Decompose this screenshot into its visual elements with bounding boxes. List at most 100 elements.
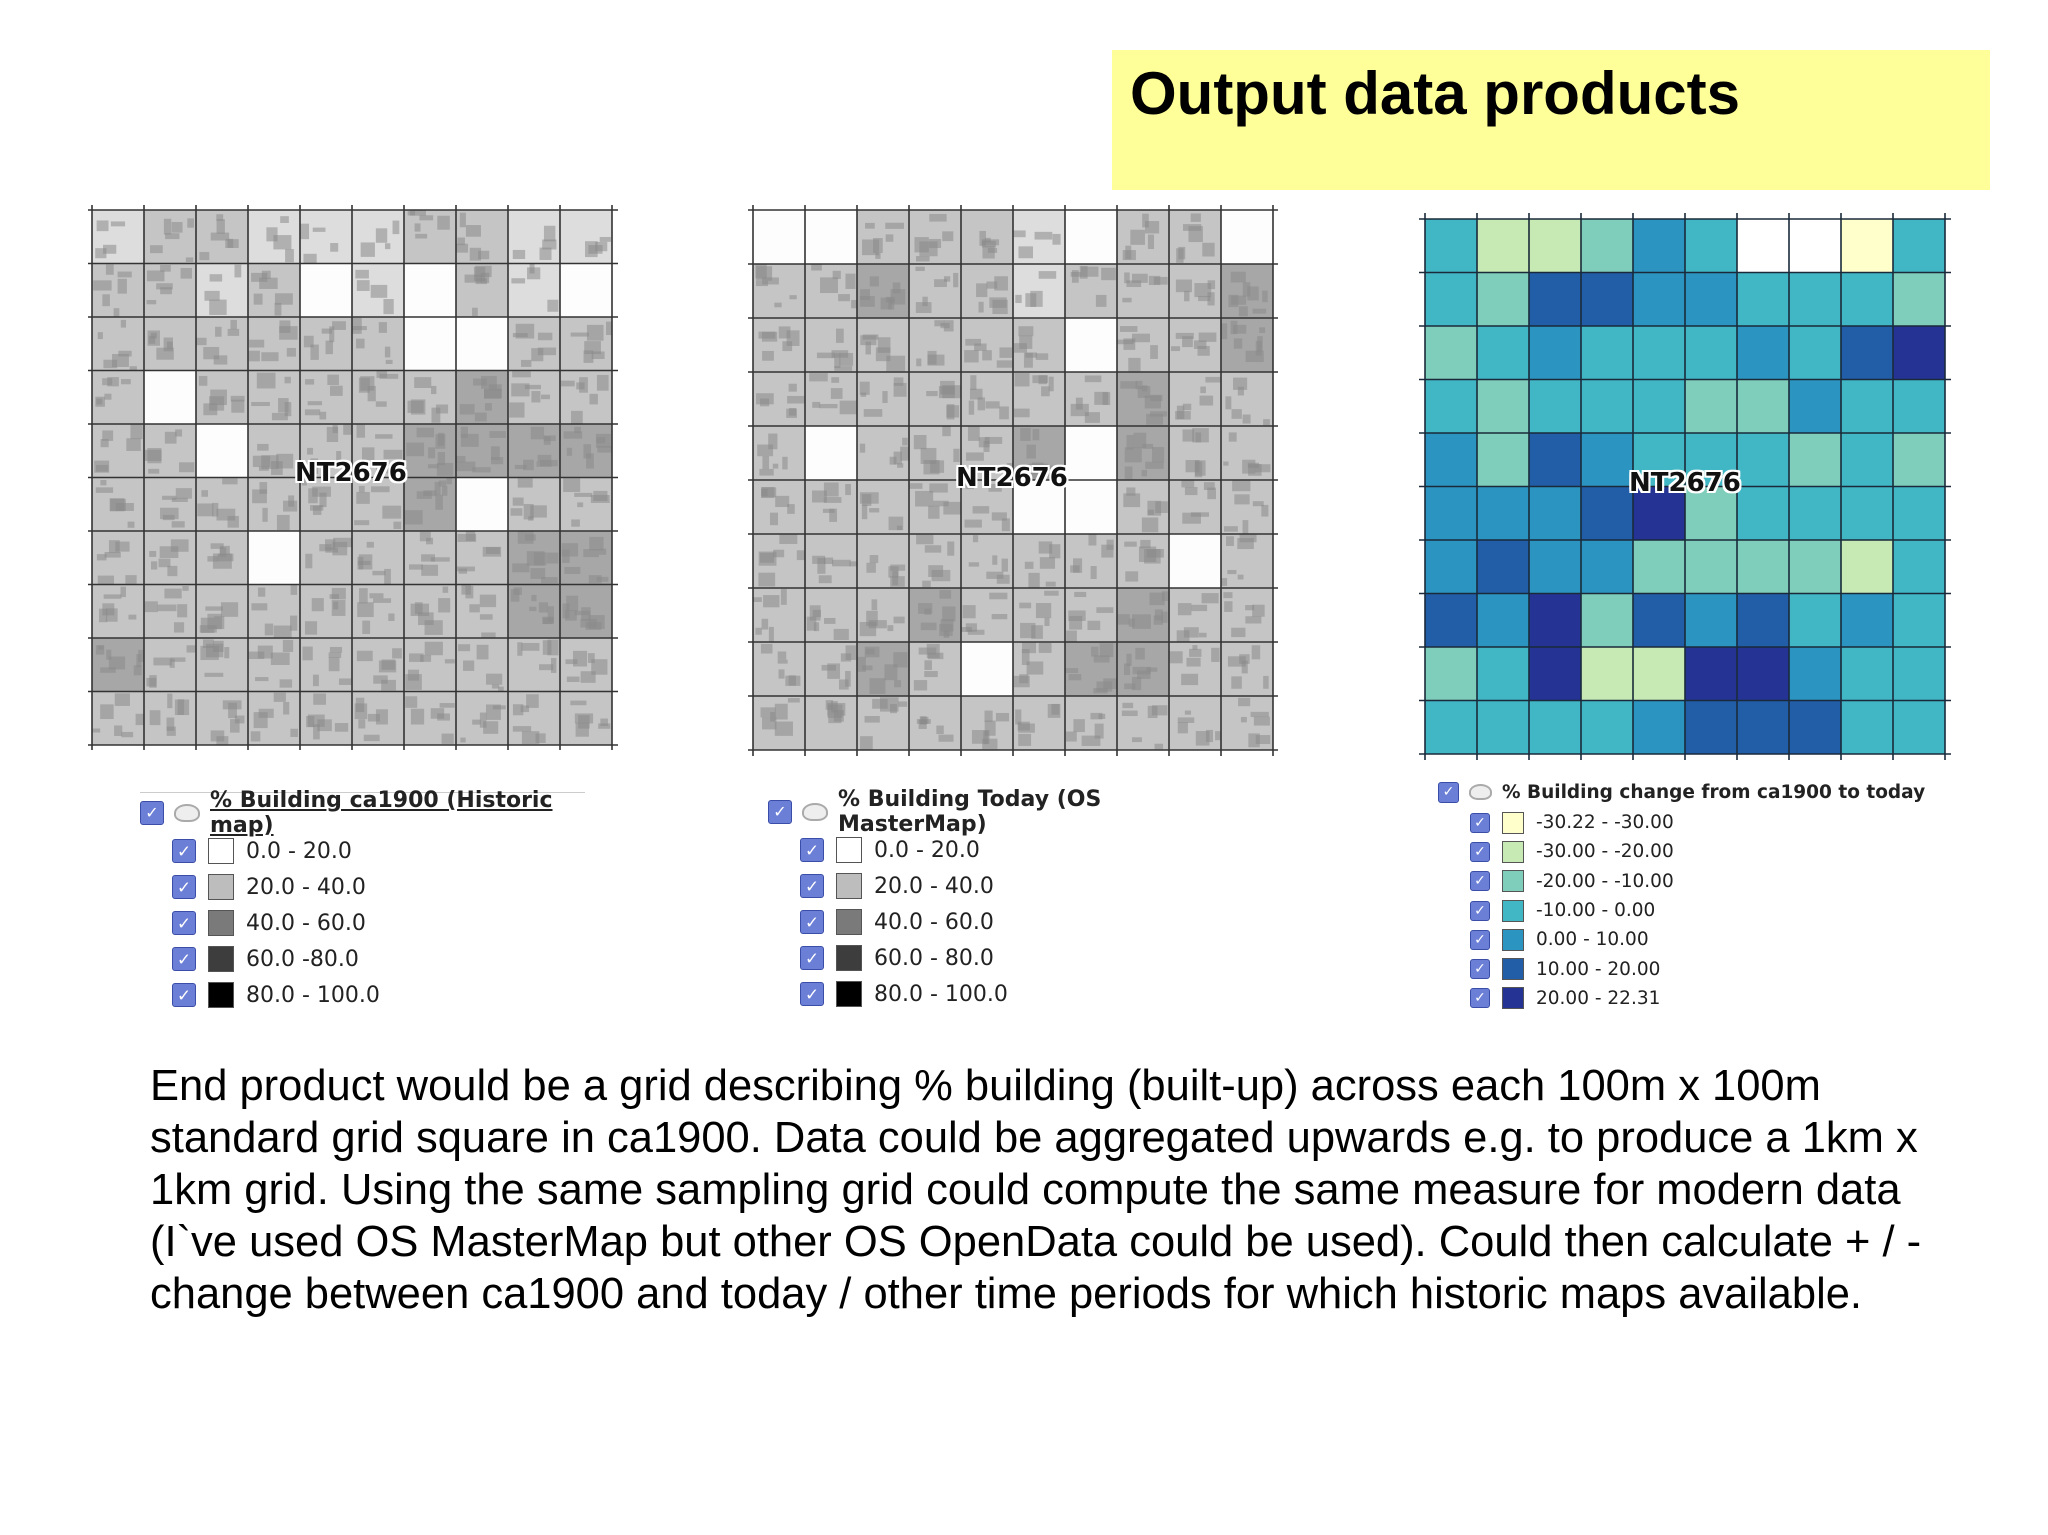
building-footprint <box>1242 282 1251 297</box>
building-footprint <box>334 723 349 732</box>
layer-visibility-icon[interactable] <box>802 803 828 821</box>
building-footprint <box>1093 655 1110 663</box>
building-footprint <box>1147 509 1154 515</box>
class-checkbox[interactable]: ✓ <box>800 982 824 1006</box>
building-footprint <box>869 276 879 287</box>
building-footprint <box>384 568 391 584</box>
building-footprint <box>1031 462 1044 470</box>
building-footprint <box>479 712 487 728</box>
building-footprint <box>596 576 609 582</box>
building-footprint <box>1103 678 1117 690</box>
building-footprint <box>1233 324 1247 334</box>
class-checkbox[interactable]: ✓ <box>172 947 196 971</box>
class-checkbox[interactable]: ✓ <box>172 839 196 863</box>
building-footprint <box>251 272 268 282</box>
building-footprint <box>375 401 387 407</box>
building-footprint <box>989 592 1008 600</box>
class-checkbox[interactable]: ✓ <box>800 910 824 934</box>
grid-cell <box>1477 593 1529 647</box>
building-footprint <box>332 321 346 330</box>
building-footprint <box>859 296 875 307</box>
building-footprint <box>1184 710 1192 715</box>
building-footprint <box>472 307 478 316</box>
class-checkbox[interactable]: ✓ <box>172 983 196 1007</box>
building-footprint <box>360 242 375 257</box>
legend-item: ✓ -20.00 - -10.00 <box>1438 867 1958 896</box>
building-footprint <box>352 317 362 334</box>
class-checkbox[interactable]: ✓ <box>1470 871 1490 892</box>
building-footprint <box>1124 466 1133 480</box>
building-footprint <box>889 456 897 465</box>
building-footprint <box>1203 482 1215 491</box>
class-checkbox[interactable]: ✓ <box>800 838 824 862</box>
grid-cell <box>1477 433 1529 487</box>
building-footprint <box>1205 729 1214 743</box>
layer-checkbox[interactable]: ✓ <box>768 800 792 824</box>
layer-checkbox[interactable]: ✓ <box>140 801 164 825</box>
building-footprint <box>138 649 144 663</box>
building-footprint <box>144 601 158 613</box>
building-footprint <box>539 247 552 261</box>
building-footprint <box>994 276 1008 291</box>
building-footprint <box>769 512 779 526</box>
building-footprint <box>327 374 339 386</box>
legend-item: ✓ 0.0 - 20.0 <box>768 832 1238 868</box>
building-footprint <box>924 660 932 670</box>
grid-cell <box>1737 326 1789 380</box>
building-footprint <box>1073 719 1085 733</box>
class-checkbox[interactable]: ✓ <box>1470 812 1490 833</box>
building-footprint <box>902 437 908 446</box>
building-footprint <box>258 466 269 471</box>
building-footprint <box>410 708 425 725</box>
class-checkbox[interactable]: ✓ <box>1470 988 1490 1009</box>
class-checkbox[interactable]: ✓ <box>800 874 824 898</box>
grid-cell <box>1841 593 1893 647</box>
building-footprint <box>835 328 844 343</box>
class-checkbox[interactable]: ✓ <box>1470 929 1490 950</box>
building-footprint <box>873 238 883 253</box>
class-checkbox[interactable]: ✓ <box>1470 959 1490 980</box>
building-footprint <box>103 594 122 599</box>
building-footprint <box>1025 293 1037 307</box>
building-footprint <box>353 470 370 475</box>
building-footprint <box>531 348 544 362</box>
class-checkbox[interactable]: ✓ <box>172 911 196 935</box>
building-footprint <box>273 692 286 702</box>
legend-title: % Building Today (OS MasterMap) <box>838 787 1102 837</box>
building-footprint <box>180 267 192 279</box>
building-footprint <box>1182 429 1195 442</box>
building-footprint <box>1125 571 1139 582</box>
grid-cell <box>1581 433 1633 487</box>
class-checkbox[interactable]: ✓ <box>1470 841 1490 862</box>
building-footprint <box>1013 675 1030 688</box>
building-footprint <box>1037 465 1054 471</box>
building-footprint <box>968 562 980 567</box>
building-footprint <box>171 521 185 528</box>
building-footprint <box>419 215 434 221</box>
building-footprint <box>535 733 546 743</box>
class-checkbox[interactable]: ✓ <box>800 946 824 970</box>
building-footprint <box>158 558 171 568</box>
layer-visibility-icon[interactable] <box>174 804 200 822</box>
grid-cell <box>404 317 456 371</box>
building-footprint <box>217 553 234 562</box>
building-footprint <box>1239 534 1257 543</box>
building-footprint <box>550 657 557 673</box>
building-footprint <box>1142 385 1148 392</box>
building-footprint <box>1197 345 1210 356</box>
class-checkbox[interactable]: ✓ <box>172 875 196 899</box>
grid-cell <box>300 263 352 317</box>
building-footprint <box>476 644 489 660</box>
building-footprint <box>491 457 504 465</box>
building-footprint <box>865 341 871 355</box>
building-footprint <box>312 505 322 515</box>
building-footprint <box>953 448 960 463</box>
legend-item-label: 20.0 - 40.0 <box>874 873 994 899</box>
layer-visibility-icon[interactable] <box>1469 784 1492 800</box>
class-checkbox[interactable]: ✓ <box>1470 900 1490 921</box>
building-footprint <box>279 679 293 688</box>
building-footprint <box>434 481 441 496</box>
building-footprint <box>492 705 506 710</box>
layer-checkbox[interactable]: ✓ <box>1438 781 1459 803</box>
building-footprint <box>563 478 581 493</box>
